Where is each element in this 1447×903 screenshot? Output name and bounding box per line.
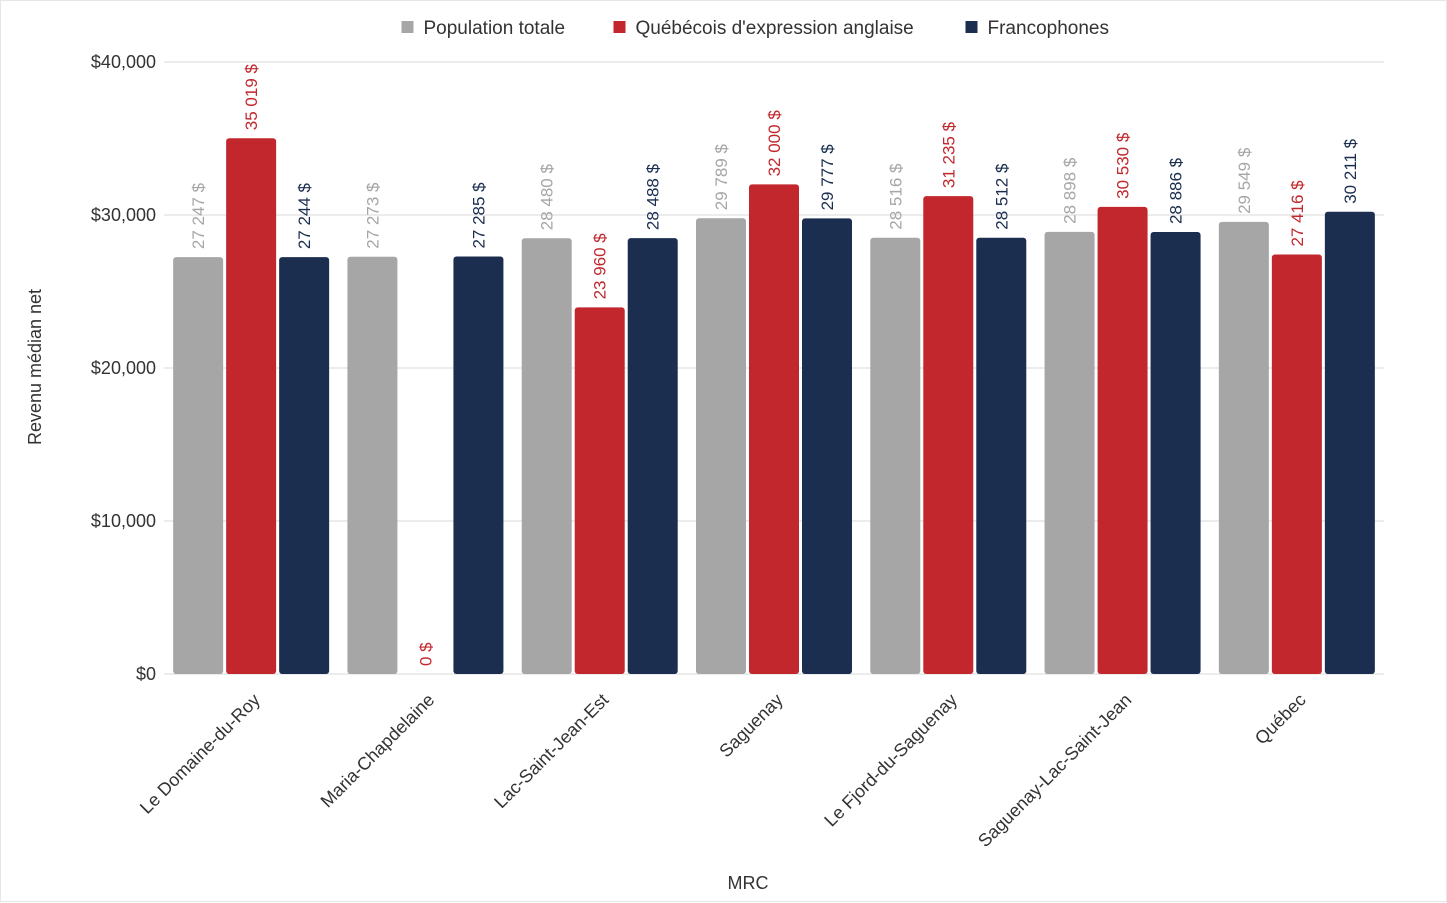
bar-francophones-le-fjord-du-saguenay	[976, 237, 1027, 674]
data-label: 30 211 $	[1341, 138, 1360, 203]
legend-swatch	[401, 21, 414, 33]
data-label: 28 886 $	[1167, 157, 1186, 224]
bar-francophones-quebec	[1324, 211, 1375, 674]
y-tick-label: $10,000	[91, 511, 156, 531]
bar-quebecois-d-expression-anglaise-le-domaine-du-roy	[226, 138, 277, 675]
y-tick-label: $40,000	[91, 52, 156, 72]
legend-label: Population totale	[424, 18, 566, 39]
x-category-label: Maria-Chapdelaine	[317, 690, 439, 812]
y-tick-label: $20,000	[91, 358, 156, 378]
bar-quebecois-d-expression-anglaise-le-fjord-du-saguenay	[923, 196, 974, 675]
bar-francophones-maria-chapdelaine	[453, 256, 504, 674]
bar-population-totale-saguenay	[696, 218, 746, 674]
data-label: 28 488 $	[644, 163, 663, 230]
bar-quebecois-d-expression-anglaise-saguenay-lac-saint-jean	[1097, 206, 1148, 675]
data-label: 29 549 $	[1235, 147, 1254, 214]
x-category-label: Le Fjord-du-Saguenay	[820, 690, 961, 831]
data-label: 27 247 $	[189, 182, 208, 249]
x-category-label: Saguenay	[715, 690, 786, 761]
bar-population-totale-lac-saint-jean-est	[521, 238, 572, 675]
bar-quebecois-d-expression-anglaise-quebec	[1271, 254, 1322, 674]
data-label: 0 $	[416, 642, 435, 666]
data-label: 29 777 $	[818, 144, 837, 211]
data-label: 27 285 $	[469, 182, 488, 249]
bar-francophones-le-domaine-du-roy	[279, 257, 330, 674]
bar-quebecois-d-expression-anglaise-saguenay	[749, 184, 799, 674]
legend-swatch	[613, 21, 626, 33]
legend: Population totale Québécois d'expression …	[401, 18, 1109, 39]
data-labels: 27 247 $ 35 019 $ 27 244 $ 27 273 $ 0 $ 27 28…	[189, 63, 1360, 666]
bar-francophones-saguenay	[802, 218, 852, 674]
data-label: 35 019 $	[242, 63, 261, 130]
bar-quebecois-d-expression-anglaise-lac-saint-jean-est	[574, 307, 625, 674]
data-label: 28 898 $	[1061, 157, 1080, 224]
y-tick-label: $0	[136, 664, 156, 684]
bar-population-totale-le-domaine-du-roy	[173, 257, 224, 674]
data-label: 28 512 $	[992, 163, 1011, 230]
data-label: 28 480 $	[538, 164, 557, 231]
data-label: 27 273 $	[363, 182, 382, 249]
data-label: 23 960 $	[591, 233, 610, 300]
data-label: 27 416 $	[1288, 180, 1307, 247]
x-category-label: Saguenay-Lac-Saint-Jean	[974, 690, 1135, 851]
data-label: 31 235 $	[939, 121, 958, 188]
data-label: 27 244 $	[295, 182, 314, 249]
x-category-label: Québec	[1251, 690, 1310, 749]
bar-population-totale-le-fjord-du-saguenay	[870, 237, 921, 674]
y-tick-label: $30,000	[91, 205, 156, 225]
bar-francophones-lac-saint-jean-est	[627, 238, 678, 674]
data-label: 30 530 $	[1114, 132, 1133, 199]
data-label: 29 789 $	[712, 144, 731, 211]
x-axis-title: MRC	[728, 873, 769, 893]
y-axis-ticks: $0 $10,000 $20,000 $30,000 $40,000	[91, 52, 156, 684]
data-label: 28 516 $	[886, 163, 905, 230]
bar-population-totale-quebec	[1218, 221, 1269, 674]
y-axis-title: Revenu médian net	[25, 289, 45, 445]
legend-label: Francophones	[988, 18, 1109, 39]
legend-swatch	[965, 21, 978, 33]
x-axis-category-labels: Le Domaine-du-Roy Maria-Chapdelaine Lac-Sa…	[136, 690, 1310, 851]
bar-population-totale-saguenay-lac-saint-jean	[1044, 231, 1095, 674]
x-category-label: Lac-Saint-Jean-Est	[490, 690, 612, 812]
legend-label: Québécois d'expression anglaise	[636, 18, 914, 39]
bars	[173, 138, 1375, 675]
bar-population-totale-maria-chapdelaine	[347, 256, 398, 674]
bar-francophones-saguenay-lac-saint-jean	[1150, 232, 1201, 675]
data-label: 32 000 $	[765, 110, 784, 177]
x-category-label: Le Domaine-du-Roy	[136, 690, 264, 818]
